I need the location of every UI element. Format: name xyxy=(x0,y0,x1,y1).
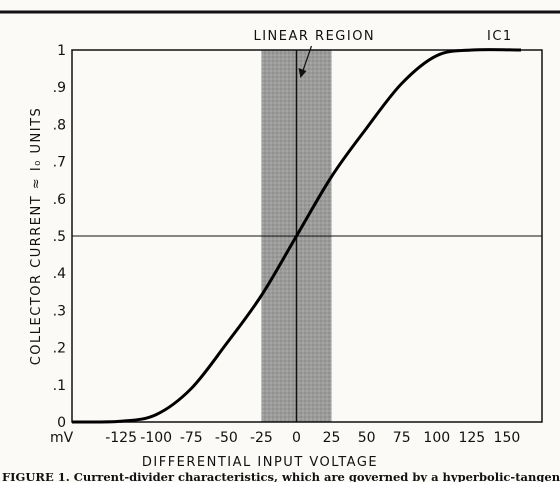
y-tick-label: 0 xyxy=(57,415,66,431)
figure-caption: FIGURE 1. Current-divider characteristic… xyxy=(2,470,560,482)
x-axis-unit-label: mV xyxy=(50,430,74,446)
y-tick-label: .6 xyxy=(53,192,66,208)
x-axis-ticks: -125 -100 -75 -50 -25 0 25 50 75 100 125 150 xyxy=(105,430,520,446)
y-tick-label: .5 xyxy=(53,229,66,245)
x-tick-label: 25 xyxy=(323,430,341,446)
transfer-curve xyxy=(71,48,522,424)
y-axis-title: COLLECTOR CURRENT ≈ I₀ UNITS xyxy=(29,107,44,366)
x-tick-label: -100 xyxy=(140,430,172,446)
x-tick-label: 0 xyxy=(292,430,301,446)
linear-region-arrow-head xyxy=(298,68,307,78)
y-tick-label: .1 xyxy=(53,378,66,394)
x-axis-title: DIFFERENTIAL INPUT VOLTAGE xyxy=(142,455,378,470)
figure-id-label: IC1 xyxy=(487,29,513,44)
y-axis-ticks: 0 .1 .2 .3 .4 .5 .6 .7 .8 .9 1 xyxy=(53,43,66,431)
x-tick-label: -75 xyxy=(180,430,203,446)
y-tick-label: .9 xyxy=(53,80,66,96)
x-tick-label: 125 xyxy=(458,430,485,446)
linear-region-arrow xyxy=(301,45,313,73)
x-tick-label: -50 xyxy=(215,430,238,446)
y-tick-label: .3 xyxy=(53,303,66,319)
y-tick-label: 1 xyxy=(57,43,66,59)
y-tick-label: .2 xyxy=(53,341,66,357)
linear-region-label: LINEAR REGION xyxy=(253,29,375,44)
x-tick-label: 50 xyxy=(358,430,376,446)
y-tick-label: .8 xyxy=(53,117,66,133)
x-tick-label: 100 xyxy=(423,430,450,446)
x-tick-label: 150 xyxy=(494,430,521,446)
y-tick-label: .4 xyxy=(53,266,66,282)
x-tick-label: 75 xyxy=(393,430,411,446)
x-tick-label: -25 xyxy=(250,430,273,446)
x-tick-label: -125 xyxy=(105,430,137,446)
y-tick-label: .7 xyxy=(53,155,66,171)
